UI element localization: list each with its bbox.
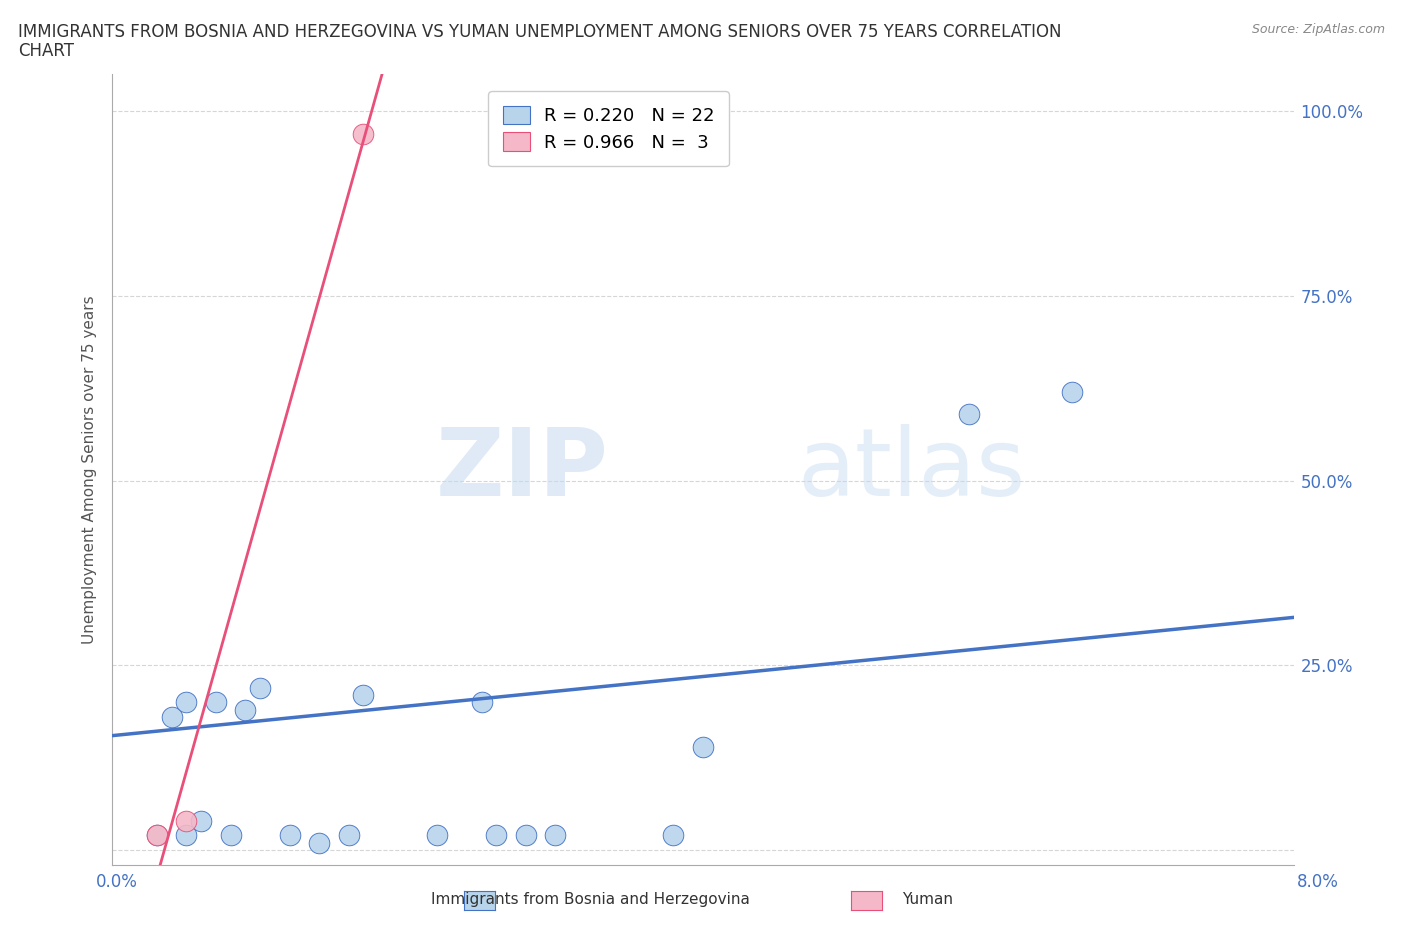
Point: [160, 710, 183, 724]
Text: Yuman: Yuman: [903, 892, 953, 907]
Point: [957, 406, 980, 421]
Text: atlas: atlas: [797, 424, 1026, 515]
Point: [190, 813, 212, 828]
Point: [174, 813, 197, 828]
Point: [426, 828, 449, 843]
Text: 0.0%: 0.0%: [96, 872, 138, 891]
Point: [692, 739, 714, 754]
Point: [146, 828, 169, 843]
Point: [515, 828, 537, 843]
Point: [1062, 385, 1084, 400]
Point: [662, 828, 685, 843]
Point: [308, 835, 330, 850]
Point: [485, 828, 508, 843]
Point: [352, 687, 374, 702]
Point: [544, 828, 567, 843]
Text: Source: ZipAtlas.com: Source: ZipAtlas.com: [1251, 23, 1385, 36]
Point: [337, 828, 360, 843]
Point: [205, 695, 228, 710]
Point: [278, 828, 301, 843]
Y-axis label: Unemployment Among Seniors over 75 years: Unemployment Among Seniors over 75 years: [82, 296, 97, 644]
Text: 8.0%: 8.0%: [1296, 872, 1339, 891]
Text: ZIP: ZIP: [436, 424, 609, 515]
Point: [174, 828, 197, 843]
Text: Immigrants from Bosnia and Herzegovina: Immigrants from Bosnia and Herzegovina: [432, 892, 749, 907]
Legend: R = 0.220   N = 22, R = 0.966   N =  3: R = 0.220 N = 22, R = 0.966 N = 3: [488, 91, 728, 166]
Point: [233, 702, 256, 717]
Point: [174, 695, 197, 710]
Text: IMMIGRANTS FROM BOSNIA AND HERZEGOVINA VS YUMAN UNEMPLOYMENT AMONG SENIORS OVER : IMMIGRANTS FROM BOSNIA AND HERZEGOVINA V…: [18, 23, 1062, 41]
Point: [471, 695, 494, 710]
Point: [219, 828, 242, 843]
Point: [352, 126, 374, 141]
Point: [249, 680, 271, 695]
Point: [146, 828, 169, 843]
Text: CHART: CHART: [18, 42, 75, 60]
